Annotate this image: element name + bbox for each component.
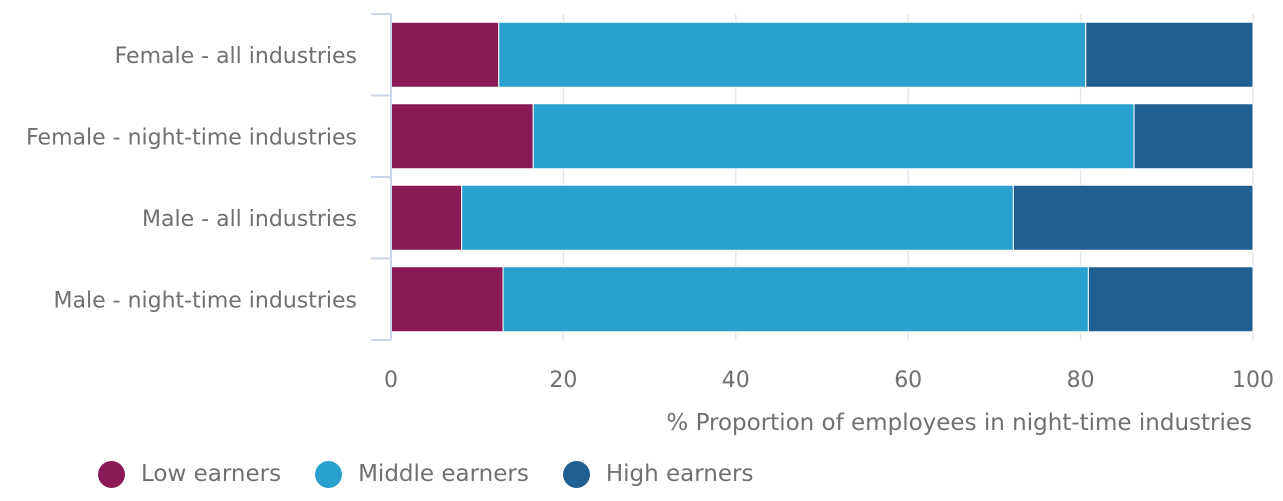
legend-item-low-earners[interactable]: Low earners [98, 460, 282, 488]
bar-female-night-time-industries-high-earners[interactable] [1133, 103, 1254, 170]
bar-female-all-industries-middle-earners[interactable] [498, 21, 1087, 88]
x-axis-ticks: 0 20 40 60 80 100 [384, 368, 1274, 393]
x-tick-label-40: 40 [722, 368, 750, 393]
bar-female-all-industries-low-earners[interactable] [390, 21, 500, 88]
bar-female-night-time-industries-middle-earners[interactable] [532, 103, 1135, 170]
category-label-female-all-industries: Female - all industries [115, 44, 357, 69]
bar-female-all-industries-high-earners[interactable] [1085, 21, 1254, 88]
bar-female-night-time-industries-low-earners[interactable] [390, 103, 534, 170]
legend-label-high-earners: High earners [605, 461, 754, 487]
bar-male-all-industries-high-earners[interactable] [1012, 184, 1254, 251]
category-label-male-night-time-industries: Male - night-time industries [54, 288, 357, 313]
legend-label-low-earners: Low earners [141, 461, 282, 487]
legend-marker-middle-earners [315, 460, 343, 488]
legend-marker-high-earners [562, 460, 590, 488]
legend-item-high-earners[interactable]: High earners [562, 460, 754, 488]
legend-label-middle-earners: Middle earners [358, 461, 529, 487]
stacked-bar-chart: Female - all industries Female - night-ti… [26, 13, 1274, 436]
category-label-male-all-industries: Male - all industries [142, 207, 357, 232]
x-tick-label-80: 80 [1067, 368, 1095, 393]
bar-male-night-time-industries-middle-earners[interactable] [502, 266, 1089, 333]
bar-male-all-industries-low-earners[interactable] [390, 184, 463, 251]
x-tick-label-100: 100 [1232, 368, 1274, 393]
legend: Low earners Middle earners High earners [98, 458, 787, 490]
x-axis-title: % Proportion of employees in night-time … [666, 410, 1252, 436]
bars [390, 21, 1254, 333]
y-axis: Female - all industries Female - night-ti… [26, 13, 392, 341]
x-tick-label-0: 0 [384, 368, 398, 393]
x-tick-label-60: 60 [894, 368, 922, 393]
x-tick-label-20: 20 [549, 368, 577, 393]
bar-male-night-time-industries-low-earners[interactable] [390, 266, 504, 333]
bar-male-all-industries-middle-earners[interactable] [461, 184, 1014, 251]
legend-marker-low-earners [98, 460, 125, 488]
category-label-female-night-time-industries: Female - night-time industries [26, 125, 357, 150]
legend-item-middle-earners[interactable]: Middle earners [315, 460, 529, 488]
bar-male-night-time-industries-high-earners[interactable] [1087, 266, 1254, 333]
